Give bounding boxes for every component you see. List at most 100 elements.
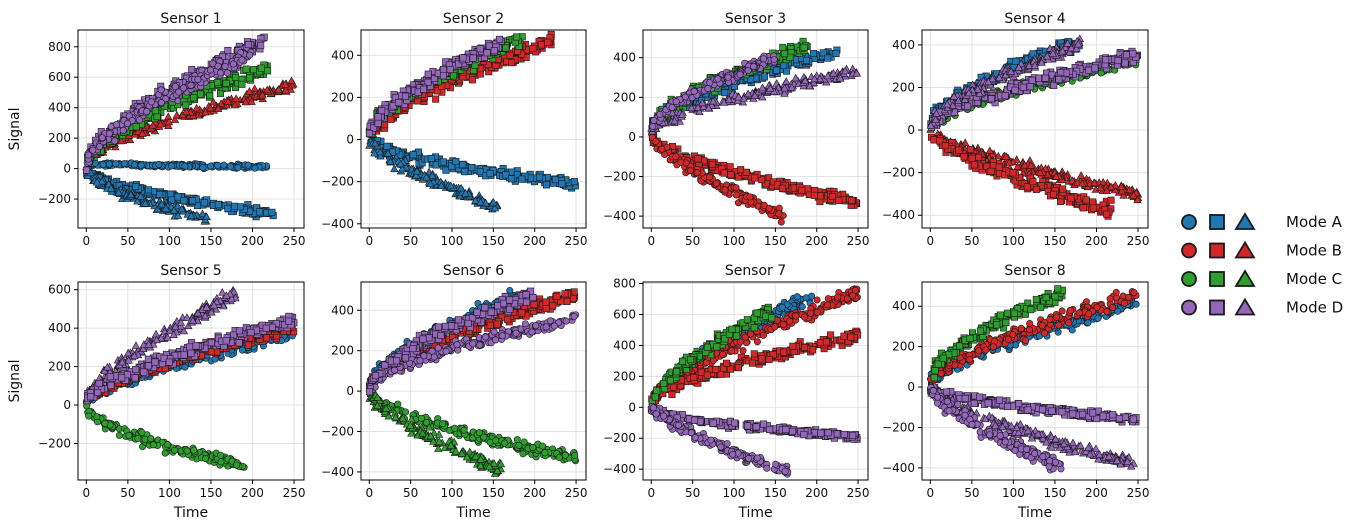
y-tick-label: 400 <box>331 48 354 62</box>
data-point <box>428 171 437 179</box>
data-point <box>805 81 814 90</box>
data-point <box>452 158 460 166</box>
data-point <box>180 197 188 205</box>
data-point <box>513 33 521 41</box>
data-point <box>766 84 775 92</box>
data-point <box>114 188 123 196</box>
data-point <box>1029 178 1037 186</box>
data-point <box>798 186 806 194</box>
data-point <box>672 98 680 106</box>
data-point <box>960 153 968 161</box>
axes-frame <box>642 29 869 229</box>
data-point <box>232 73 240 81</box>
data-point <box>449 72 457 80</box>
data-point <box>786 53 794 61</box>
data-points <box>365 30 579 213</box>
data-point <box>249 66 257 74</box>
data-point <box>84 151 92 159</box>
data-point <box>214 161 222 169</box>
data-point <box>558 180 566 188</box>
data-point <box>216 69 224 77</box>
panel-title: Sensor 2 <box>443 11 504 27</box>
data-point <box>1114 57 1122 65</box>
data-point <box>477 65 485 73</box>
data-point <box>758 92 767 101</box>
data-point <box>155 160 163 168</box>
data-point <box>724 95 734 103</box>
x-tick-label: 150 <box>199 234 222 248</box>
data-point <box>1102 56 1110 64</box>
data-point <box>430 74 438 82</box>
data-point <box>83 166 91 174</box>
x-tick-label: 0 <box>365 234 373 248</box>
data-point <box>687 167 695 175</box>
data-point <box>960 95 970 103</box>
data-point <box>468 76 476 84</box>
data-point <box>1079 204 1087 212</box>
data-point <box>832 49 840 57</box>
data-point <box>704 103 713 112</box>
data-point <box>760 55 768 63</box>
data-point <box>157 99 165 107</box>
data-point <box>1125 185 1134 194</box>
data-point <box>138 129 147 137</box>
data-point <box>426 179 435 188</box>
data-point <box>1072 44 1081 52</box>
data-point <box>397 164 407 173</box>
data-point <box>427 154 435 162</box>
data-point <box>1019 83 1027 91</box>
data-point <box>699 102 708 110</box>
data-point <box>147 98 155 106</box>
data-point <box>987 167 995 175</box>
data-point <box>721 186 729 194</box>
y-axis-label: Signal <box>7 107 23 150</box>
data-point <box>224 204 232 212</box>
data-point <box>1037 182 1045 190</box>
data-point <box>721 89 729 97</box>
data-point <box>1020 160 1029 169</box>
data-point <box>412 166 422 175</box>
x-tick-label: 200 <box>1085 234 1108 248</box>
data-point <box>1011 86 1019 94</box>
x-tick-label: 0 <box>647 234 655 248</box>
data-points <box>82 33 298 225</box>
data-point <box>490 47 498 55</box>
data-point <box>742 168 750 176</box>
data-point <box>250 84 259 92</box>
data-point <box>955 146 963 154</box>
data-point <box>970 161 978 169</box>
data-point <box>670 116 679 125</box>
data-point <box>92 177 102 186</box>
x-tick-label: 150 <box>764 234 787 248</box>
data-point <box>202 212 211 220</box>
axes-frame <box>77 29 305 229</box>
data-point <box>378 107 386 115</box>
data-point <box>182 101 190 109</box>
data-point <box>506 51 514 59</box>
data-point <box>148 121 158 129</box>
data-point <box>113 121 121 129</box>
data-point <box>508 175 516 183</box>
data-point <box>196 90 204 98</box>
data-point <box>251 164 259 172</box>
data-point <box>105 160 113 168</box>
data-point <box>390 164 399 173</box>
data-point <box>542 181 550 189</box>
data-point <box>223 69 231 77</box>
data-point <box>1102 186 1112 194</box>
data-point <box>529 44 537 52</box>
x-tick-label: 50 <box>685 234 700 248</box>
series-mode-a-triangle <box>83 168 211 225</box>
y-tick-label: −400 <box>603 209 636 223</box>
data-point <box>257 64 265 72</box>
data-point <box>1001 152 1011 160</box>
data-point <box>187 211 196 219</box>
data-point <box>824 54 832 62</box>
data-point <box>396 159 405 168</box>
data-point <box>780 83 789 92</box>
